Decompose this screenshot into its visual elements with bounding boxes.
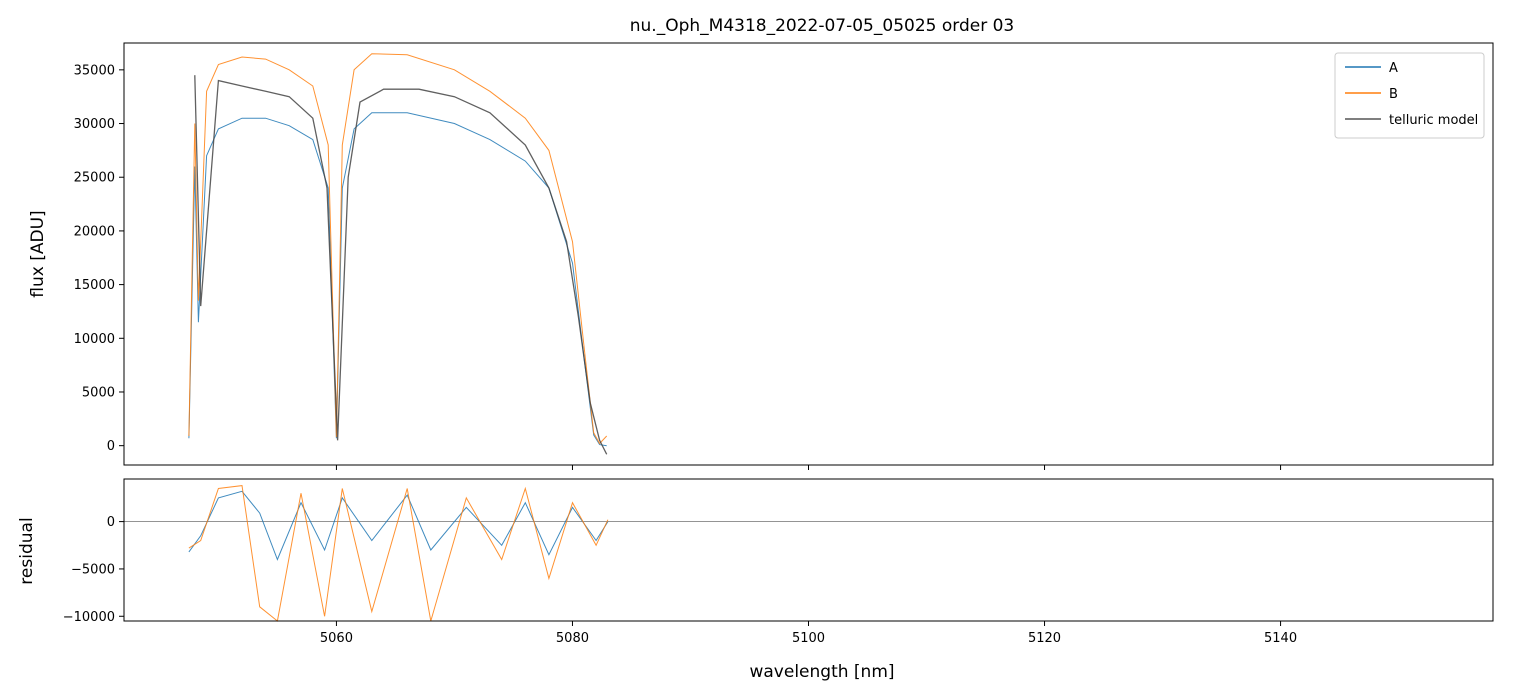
top-y-tick-label: 10000 — [74, 332, 115, 347]
bottom-panel-ticks: −10000 −5000 0 5060 5080 5100 5120 5140 — [63, 515, 1493, 646]
series-line-telluric-model — [194, 75, 608, 455]
legend-box — [1334, 52, 1485, 139]
top-y-tick-label: 25000 — [74, 171, 115, 186]
top-y-tick-label: 30000 — [74, 117, 115, 132]
x-tick-label: 5060 — [320, 631, 353, 646]
x-axis-label: wavelength [nm] — [749, 662, 894, 682]
x-tick-label: 5140 — [1264, 631, 1297, 646]
bottom-y-axis-label: residual — [17, 517, 37, 584]
bottom-panel-frame — [123, 478, 1494, 622]
top-panel-frame — [123, 42, 1494, 466]
legend: A B telluric model — [1334, 52, 1485, 139]
series-line-b — [188, 53, 608, 445]
top-y-tick-label: 35000 — [74, 63, 115, 78]
chart-title: nu._Oph_M4318_2022-07-05_05025 order 03 — [630, 16, 1014, 36]
x-tick-label: 5100 — [792, 631, 825, 646]
legend-label-b: B — [1389, 87, 1398, 102]
x-tick-label: 5080 — [556, 631, 589, 646]
top-panel-series — [188, 53, 608, 455]
bottom-y-tick-label: 0 — [107, 515, 115, 530]
series-line-a — [188, 112, 607, 447]
bottom-panel-series — [188, 485, 609, 622]
legend-label-telluric: telluric model — [1389, 113, 1478, 128]
x-tick-label: 5120 — [1028, 631, 1061, 646]
top-y-tick-label: 15000 — [74, 278, 115, 293]
top-y-tick-label: 20000 — [74, 224, 115, 239]
residual-line-1 — [188, 485, 609, 622]
top-y-axis-label: flux [ADU] — [28, 210, 48, 297]
legend-label-a: A — [1389, 61, 1398, 76]
residual-line-0 — [188, 490, 609, 561]
bottom-y-tick-label: −5000 — [71, 562, 115, 577]
top-y-tick-label: 5000 — [82, 385, 115, 400]
top-y-tick-label: 0 — [107, 439, 115, 454]
bottom-y-tick-label: −10000 — [63, 610, 115, 625]
top-panel-ticks: 0 5000 10000 15000 20000 25000 30000 35000 — [74, 63, 1282, 470]
